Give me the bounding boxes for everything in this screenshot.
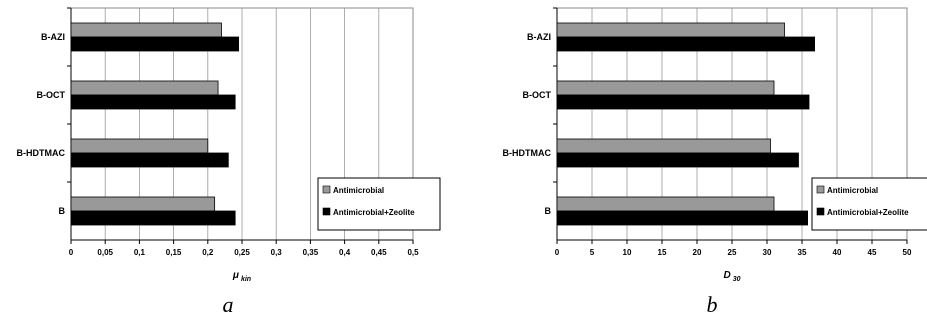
category-label: B-OCT (37, 90, 66, 100)
x-tick-label: 20 (693, 248, 702, 257)
x-tick-label: 0,1 (134, 248, 146, 257)
legend-label: Antimicrobial (333, 186, 384, 195)
x-tick-label: 0,5 (407, 248, 419, 257)
x-tick-label: 0,35 (303, 248, 319, 257)
x-tick-label: 0,15 (166, 248, 182, 257)
x-tick-label: 0,4 (339, 248, 351, 257)
bar-antimicrobial (70, 80, 219, 96)
bar-antimicrobial (556, 80, 775, 96)
category-label: B (59, 206, 66, 216)
category-label: B-OCT (523, 90, 552, 100)
bar-antimicrobial (70, 22, 222, 38)
category-label: B-HDTMAC (503, 148, 552, 158)
bar-antimicrobial (556, 138, 771, 154)
bar-antimicrobial (70, 196, 216, 212)
legend: Antimicrobial Antimicrobial+Zeolite (317, 177, 441, 231)
x-tick-label: 0,45 (371, 248, 387, 257)
category-label: B-HDTMAC (17, 148, 66, 158)
bar-antimicrobial-zeolite (70, 210, 236, 226)
x-tick-label: 5 (590, 248, 595, 257)
x-tick-label: 0 (69, 248, 74, 257)
legend-swatch (816, 207, 825, 216)
legend-box (317, 177, 441, 231)
bar-antimicrobial (556, 22, 785, 38)
x-tick-label: 0,05 (97, 248, 113, 257)
x-tick-label: 30 (763, 248, 772, 257)
legend: Antimicrobial Antimicrobial+Zeolite (811, 177, 927, 231)
legend-swatch (322, 185, 331, 194)
bar-antimicrobial-zeolite (556, 152, 799, 168)
x-tick-label: 45 (868, 248, 877, 257)
x-tick-label: 15 (658, 248, 667, 257)
x-tick-label: 35 (798, 248, 807, 257)
chart-panel-a: 0 0,05 0,1 0,15 0,2 0,25 0,3 0,35 0,4 0,45 0,5 B-AZ… (17, 7, 441, 317)
bar-antimicrobial-zeolite (556, 94, 810, 110)
legend-label: Antimicrobial+Zeolite (827, 208, 909, 217)
bar-antimicrobial (70, 138, 209, 154)
legend-swatch (322, 207, 331, 216)
x-tick-label: 0,25 (234, 248, 250, 257)
legend-swatch (816, 185, 825, 194)
bar-antimicrobial-zeolite (556, 210, 809, 226)
x-axis-label: D 30 (723, 270, 740, 283)
panel-label: a (223, 292, 234, 317)
category-label: B-AZI (41, 32, 65, 42)
x-tick-label: 10 (623, 248, 632, 257)
x-tick-label: 0,2 (202, 248, 214, 257)
bar-antimicrobial-zeolite (70, 152, 229, 168)
category-label: B-AZI (527, 32, 551, 42)
x-tick-label: 0 (555, 248, 560, 257)
chart-panel-b: 0 5 10 15 20 25 30 35 40 45 50 B-AZI B-OCT B-HDTMAC B D… (503, 7, 927, 317)
bar-antimicrobial (556, 196, 775, 212)
x-tick-label: 25 (728, 248, 737, 257)
category-label: B (545, 206, 552, 216)
panel-label: b (707, 292, 718, 317)
x-tick-label: 40 (833, 248, 842, 257)
legend-label: Antimicrobial+Zeolite (333, 208, 415, 217)
bar-antimicrobial-zeolite (70, 36, 239, 52)
x-axis-label: μ kin (232, 270, 251, 283)
x-tick-label: 50 (903, 248, 912, 257)
legend-label: Antimicrobial (827, 186, 878, 195)
bar-antimicrobial-zeolite (70, 94, 236, 110)
legend-box (811, 177, 927, 231)
bar-antimicrobial-zeolite (556, 36, 816, 52)
x-tick-label: 0,3 (271, 248, 283, 257)
